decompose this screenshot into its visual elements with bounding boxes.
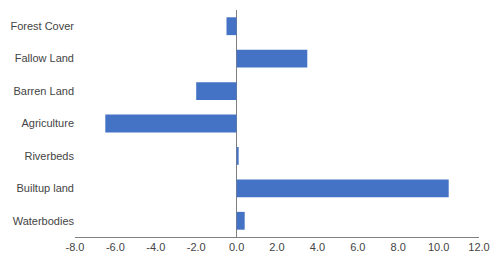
svg-text:-4.0: -4.0 [146,241,165,253]
svg-text:12.0: 12.0 [468,241,489,253]
svg-text:-2.0: -2.0 [187,241,206,253]
svg-text:6.0: 6.0 [350,241,365,253]
svg-text:Barren Land: Barren Land [13,85,74,97]
svg-text:Riverbeds: Riverbeds [24,150,74,162]
svg-text:8.0: 8.0 [391,241,406,253]
svg-text:Agriculture: Agriculture [21,117,74,129]
svg-text:0.0: 0.0 [229,241,244,253]
svg-text:4.0: 4.0 [310,241,325,253]
svg-text:Builtup land: Builtup land [17,182,75,194]
svg-text:Waterbodies: Waterbodies [13,215,75,227]
svg-text:2.0: 2.0 [269,241,284,253]
svg-text:10.0: 10.0 [428,241,449,253]
svg-text:-6.0: -6.0 [106,241,125,253]
svg-text:-8.0: -8.0 [66,241,85,253]
svg-text:Fallow Land: Fallow Land [15,52,74,64]
svg-text:Forest Cover: Forest Cover [10,20,74,32]
